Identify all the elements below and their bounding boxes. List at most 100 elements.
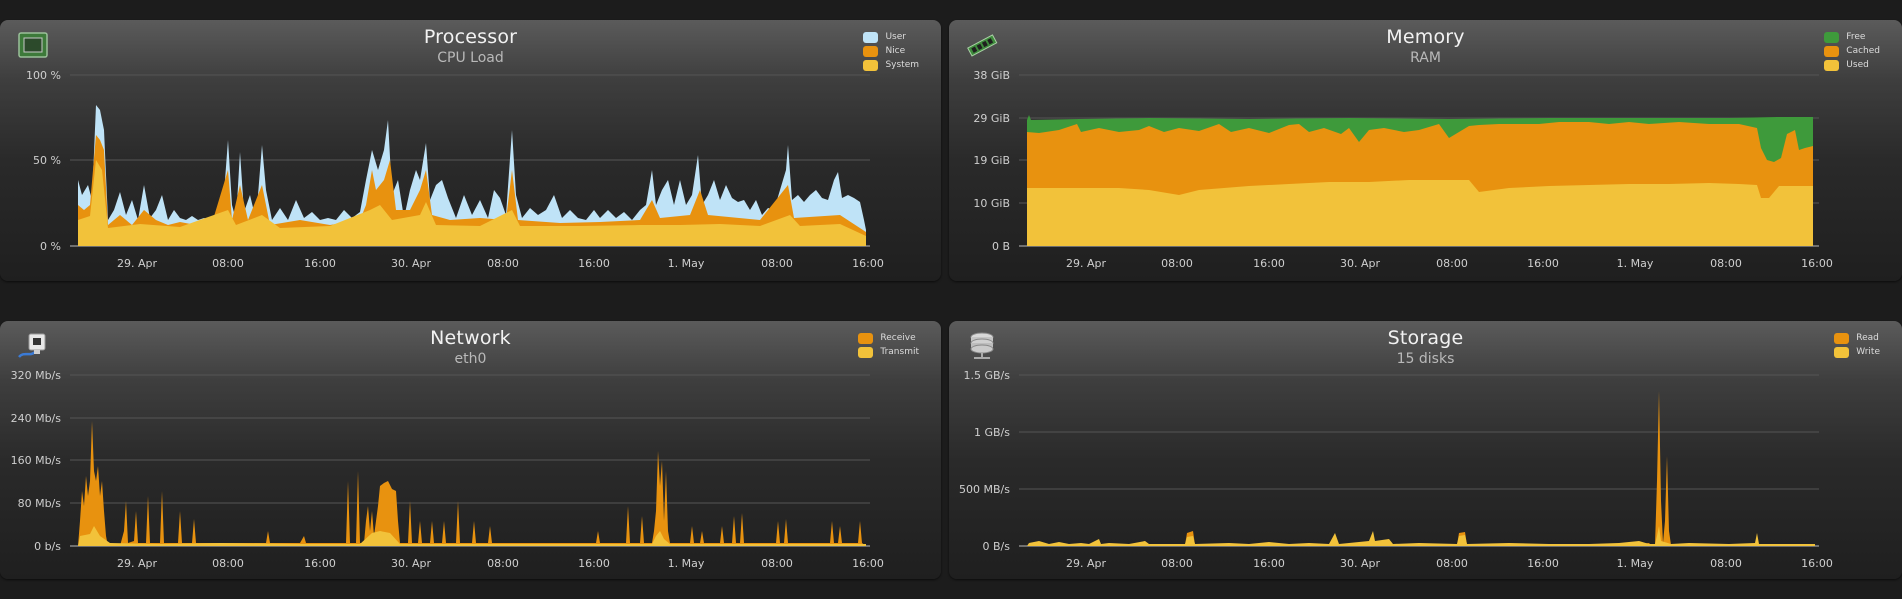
legend-item-transmit[interactable]: Transmit: [858, 345, 919, 359]
legend-swatch: [858, 332, 874, 344]
x-tick: 30. Apr: [391, 557, 431, 570]
x-tick: 08:00: [1161, 557, 1193, 570]
x-tick: 29. Apr: [117, 557, 157, 570]
network-panel: 320 Mb/s 240 Mb/s 160 Mb/s 80 Mb/s 0 b/s…: [0, 321, 941, 579]
y-tick: 0 B/s: [983, 540, 1011, 553]
legend-item-write[interactable]: Write: [1834, 345, 1880, 359]
processor-legend: User Nice System: [863, 30, 919, 72]
x-tick: 30. Apr: [1340, 557, 1380, 570]
x-tick: 16:00: [1801, 557, 1833, 570]
y-tick: 100 %: [26, 69, 61, 82]
y-tick: 160 Mb/s: [11, 454, 62, 467]
storage-chart: 1.5 GB/s 1 GB/s 500 MB/s 0 B/s 29. Apr 0…: [959, 369, 1833, 570]
processor-series-user: [78, 105, 866, 246]
panel-title: Storage: [1387, 327, 1464, 349]
storage-x-axis: 29. Apr 08:00 16:00 30. Apr 08:00 16:00 …: [1066, 557, 1833, 570]
legend-item-read[interactable]: Read: [1834, 331, 1880, 345]
legend-label: Used: [1846, 60, 1869, 70]
y-tick: 38 GiB: [973, 69, 1010, 82]
y-tick: 320 Mb/s: [11, 369, 62, 382]
legend-item-user[interactable]: User: [863, 30, 919, 44]
x-tick: 30. Apr: [1340, 257, 1380, 270]
x-tick: 16:00: [304, 257, 336, 270]
x-tick: 08:00: [1436, 557, 1468, 570]
x-tick: 08:00: [1710, 257, 1742, 270]
y-tick: 1 GB/s: [974, 426, 1010, 439]
storage-grid: [1019, 374, 1819, 547]
processor-y-axis: 100 % 50 % 0 %: [26, 69, 61, 253]
y-tick: 80 Mb/s: [18, 497, 62, 510]
x-tick: 1. May: [1617, 257, 1654, 270]
panel-subtitle: CPU Load: [437, 50, 504, 66]
x-tick: 29. Apr: [117, 257, 157, 270]
memory-legend: Free Cached Used: [1824, 30, 1880, 72]
x-tick: 08:00: [761, 257, 793, 270]
panel-title: Memory: [1386, 26, 1465, 48]
x-tick: 08:00: [487, 257, 519, 270]
legend-item-nice[interactable]: Nice: [863, 44, 919, 58]
memory-chart: 38 GiB 29 GiB 19 GiB 10 GiB 0 B 29. Apr …: [973, 69, 1833, 270]
legend-swatch: [863, 31, 879, 43]
network-legend: Receive Transmit: [858, 331, 919, 359]
x-tick: 30. Apr: [391, 257, 431, 270]
legend-swatch: [863, 45, 879, 57]
legend-label: Cached: [1846, 46, 1880, 56]
processor-series-system: [78, 160, 866, 246]
x-tick: 1. May: [668, 557, 705, 570]
y-tick: 500 MB/s: [959, 483, 1010, 496]
legend-label: Receive: [880, 333, 916, 343]
y-tick: 50 %: [33, 154, 61, 167]
legend-label: Transmit: [880, 347, 919, 357]
x-tick: 16:00: [852, 257, 884, 270]
x-tick: 16:00: [1527, 257, 1559, 270]
memory-series-used: [1027, 180, 1813, 246]
x-tick: 16:00: [1801, 257, 1833, 270]
x-tick: 08:00: [487, 557, 519, 570]
legend-label: Write: [1856, 347, 1880, 357]
y-tick: 0 B: [992, 240, 1010, 253]
panel-subtitle: 15 disks: [1396, 351, 1455, 367]
network-y-axis: 320 Mb/s 240 Mb/s 160 Mb/s 80 Mb/s 0 b/s: [11, 369, 62, 553]
storage-y-axis: 1.5 GB/s 1 GB/s 500 MB/s 0 B/s: [959, 369, 1010, 553]
network-port-icon: [18, 333, 46, 358]
y-tick: 240 Mb/s: [11, 412, 62, 425]
panel-subtitle: eth0: [454, 351, 487, 367]
network-x-axis: 29. Apr 08:00 16:00 30. Apr 08:00 16:00 …: [117, 557, 884, 570]
processor-chart: 100 % 50 % 0 % 29. Apr 08:00 16:00 30. A…: [26, 69, 884, 270]
x-tick: 08:00: [1161, 257, 1193, 270]
x-tick: 08:00: [1710, 557, 1742, 570]
x-tick: 16:00: [1253, 257, 1285, 270]
x-tick: 1. May: [668, 257, 705, 270]
storage-series-write: [1027, 526, 1815, 546]
legend-swatch: [1834, 346, 1850, 358]
storage-panel: 1.5 GB/s 1 GB/s 500 MB/s 0 B/s 29. Apr 0…: [949, 321, 1902, 579]
legend-label: Read: [1856, 333, 1879, 343]
legend-item-free[interactable]: Free: [1824, 30, 1880, 44]
processor-panel: 100 % 50 % 0 % 29. Apr 08:00 16:00 30. A…: [0, 20, 941, 281]
processor-x-axis: 29. Apr 08:00 16:00 30. Apr 08:00 16:00 …: [117, 257, 884, 270]
y-tick: 10 GiB: [973, 197, 1010, 210]
network-series-receive: [78, 421, 866, 546]
network-chart: 320 Mb/s 240 Mb/s 160 Mb/s 80 Mb/s 0 b/s…: [11, 369, 884, 570]
y-tick: 0 b/s: [34, 540, 61, 553]
network-grid: [70, 374, 870, 547]
cpu-chip-icon: [18, 32, 48, 58]
legend-swatch: [1824, 45, 1840, 57]
x-tick: 08:00: [761, 557, 793, 570]
memory-x-axis: 29. Apr 08:00 16:00 30. Apr 08:00 16:00 …: [1066, 257, 1833, 270]
x-tick: 16:00: [1527, 557, 1559, 570]
legend-swatch: [1834, 332, 1850, 344]
x-tick: 16:00: [852, 557, 884, 570]
legend-swatch: [858, 346, 874, 358]
legend-item-system[interactable]: System: [863, 58, 919, 72]
panel-subtitle: RAM: [1410, 50, 1441, 66]
legend-item-receive[interactable]: Receive: [858, 331, 919, 345]
disk-stack-icon: [970, 332, 994, 359]
x-tick: 1. May: [1617, 557, 1654, 570]
legend-item-used[interactable]: Used: [1824, 58, 1880, 72]
legend-swatch: [1824, 31, 1840, 43]
legend-item-cached[interactable]: Cached: [1824, 44, 1880, 58]
x-tick: 16:00: [1253, 557, 1285, 570]
x-tick: 08:00: [1436, 257, 1468, 270]
legend-swatch: [863, 59, 879, 71]
